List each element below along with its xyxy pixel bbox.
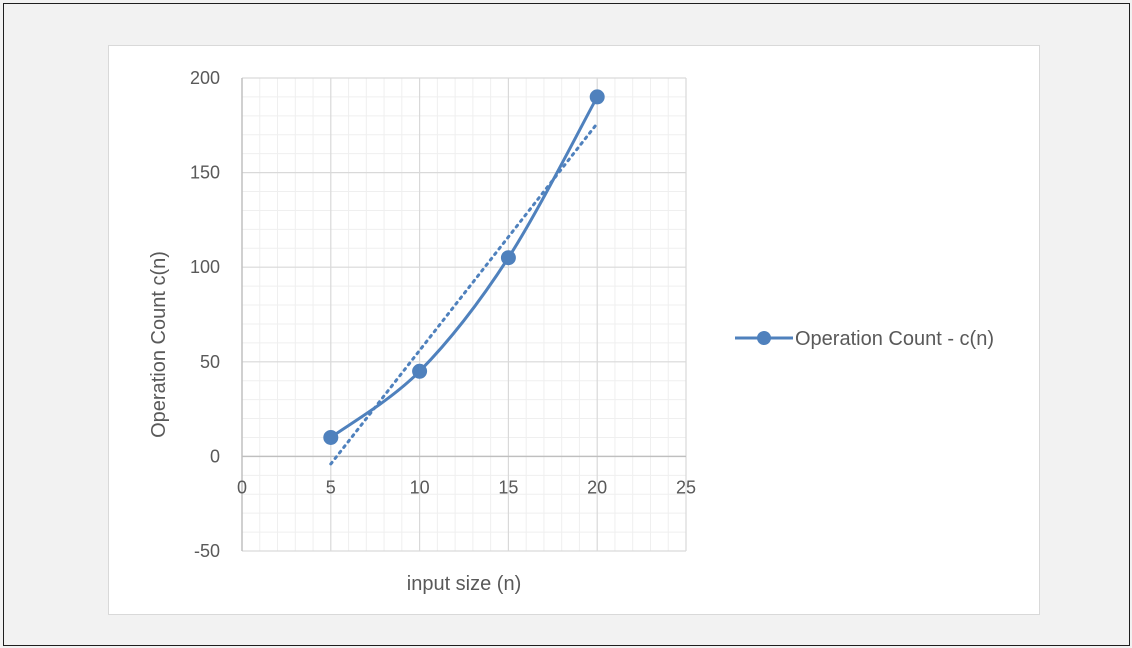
y-tick-label: 100 [190,257,220,277]
legend-label: Operation Count - c(n) [795,328,994,350]
series-group [323,89,605,445]
legend-marker-icon [757,331,771,345]
data-point [323,429,339,445]
minor-gridlines [242,78,686,551]
y-tick-label: 0 [210,446,220,466]
figure-frame: 0 5 10 15 20 25 -50 0 50 100 150 200 input size (n)… [3,3,1130,646]
x-tick-label: 25 [676,477,696,497]
x-tick-label: 5 [326,477,336,497]
axes [241,78,686,551]
data-point [500,250,516,266]
x-tick-label: 0 [237,477,247,497]
data-point [412,363,428,379]
major-gridlines [241,77,687,552]
x-tick-label: 10 [410,477,430,497]
x-tick-label: 20 [587,477,607,497]
tick-labels: 0 5 10 15 20 25 -50 0 50 100 150 200 [190,68,696,561]
y-axis-title: Operation Count c(n) [148,251,170,438]
x-tick-label: 15 [498,477,518,497]
y-tick-label: 150 [190,163,220,183]
series-line [329,96,599,439]
legend: Operation Count - c(n) [735,328,994,350]
y-tick-label: 200 [190,68,220,88]
data-point [589,89,605,105]
y-tick-label: 50 [200,352,220,372]
chart-area: 0 5 10 15 20 25 -50 0 50 100 150 200 input size (n)… [108,45,1040,615]
scatter-chart: 0 5 10 15 20 25 -50 0 50 100 150 200 input size (n)… [148,68,994,595]
x-axis-title: input size (n) [407,573,522,595]
y-tick-label: -50 [194,541,220,561]
